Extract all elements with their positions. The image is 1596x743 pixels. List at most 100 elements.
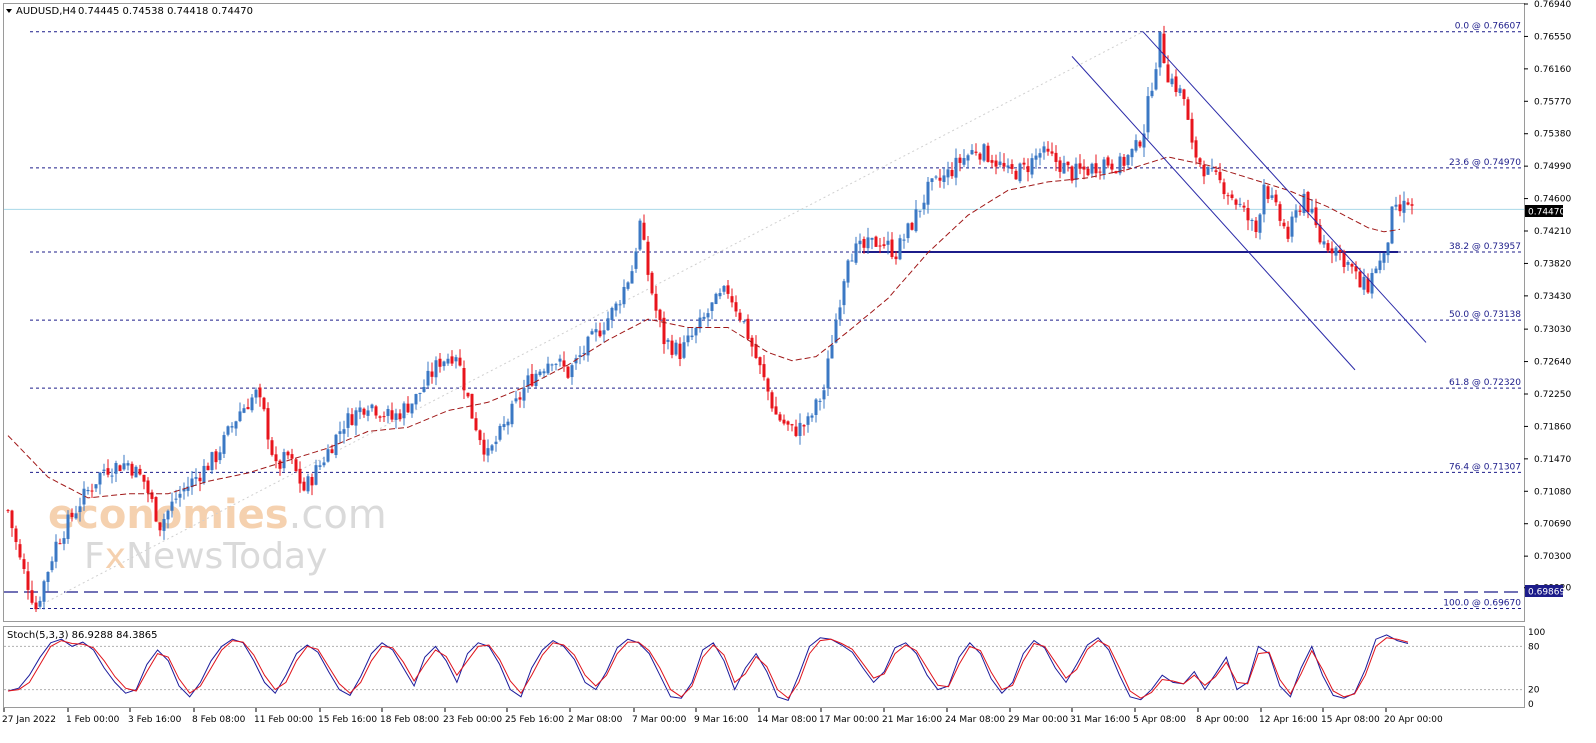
- time-tick-label: 23 Feb 00:00: [443, 715, 502, 725]
- candle-body: [602, 330, 606, 335]
- candle-body: [710, 302, 714, 311]
- candle-body: [506, 421, 510, 426]
- time-tick-label: 1 Feb 00:00: [66, 715, 120, 725]
- candle-body: [1318, 224, 1322, 243]
- candle-body: [754, 344, 758, 359]
- candle-body: [170, 501, 174, 511]
- candle-body: [574, 358, 578, 364]
- candle-body: [314, 465, 318, 485]
- fib-level-label: 50.0 @ 0.73138: [1449, 310, 1521, 320]
- candle-body: [1174, 76, 1178, 93]
- candle-body: [358, 407, 362, 413]
- candle-body: [946, 169, 950, 178]
- candle-body: [178, 493, 182, 498]
- candle-body: [266, 408, 270, 440]
- candle-body: [806, 416, 810, 425]
- candle-body: [618, 304, 622, 306]
- candle-body: [454, 357, 458, 362]
- candle-body: [874, 236, 878, 247]
- candle-body: [1354, 266, 1358, 272]
- candle-body: [1242, 205, 1246, 208]
- candle-body: [1134, 140, 1138, 151]
- candle-body: [310, 477, 314, 486]
- candle-body: [974, 151, 978, 153]
- candle-body: [1098, 171, 1102, 173]
- price-tick-label: 0.71470: [1534, 455, 1571, 465]
- time-tick-label: 12 Apr 16:00: [1259, 715, 1318, 725]
- price-tick-label: 0.74210: [1534, 227, 1571, 237]
- candle-body: [914, 209, 918, 232]
- candle-body: [766, 378, 770, 392]
- time-tick-label: 25 Feb 16:00: [505, 715, 564, 725]
- candle-body: [682, 342, 686, 358]
- candle-body: [758, 357, 762, 366]
- time-tick-label: 15 Apr 08:00: [1321, 715, 1380, 725]
- candle-body: [638, 220, 642, 250]
- candle-body: [182, 488, 186, 492]
- candle-body: [1106, 157, 1110, 166]
- candle-body: [262, 397, 266, 410]
- candle-body: [1326, 243, 1330, 251]
- candle-body: [1270, 195, 1274, 198]
- candle-body: [542, 371, 546, 374]
- price-tick-label: 0.70300: [1534, 552, 1571, 562]
- candle-body: [646, 241, 650, 275]
- candle-body: [1374, 268, 1378, 274]
- candle-body: [730, 296, 734, 303]
- candle-body: [346, 413, 350, 428]
- watermark-economies: economies.com: [48, 492, 387, 538]
- candle-body: [394, 413, 398, 420]
- candle-body: [1238, 203, 1242, 205]
- time-tick-label: 29 Mar 00:00: [1008, 715, 1068, 725]
- candle-body: [662, 317, 666, 345]
- candle-body: [26, 571, 30, 590]
- candle-body: [802, 425, 806, 427]
- candle-body: [718, 293, 722, 297]
- candle-body: [486, 448, 490, 456]
- candle-body: [794, 426, 798, 436]
- candle-body: [1382, 253, 1386, 263]
- candle-body: [1018, 163, 1022, 182]
- fib-level-label: 61.8 @ 0.72320: [1449, 378, 1521, 388]
- candle-body: [546, 363, 550, 374]
- candle-body: [250, 397, 254, 411]
- candle-body: [430, 371, 434, 377]
- candle-body: [174, 498, 178, 500]
- candle-body: [162, 518, 166, 531]
- price-tick-label: 0.73820: [1534, 259, 1571, 269]
- candle-body: [854, 243, 858, 263]
- candle-body: [614, 303, 618, 311]
- candle-body: [726, 285, 730, 294]
- candle-body: [1294, 210, 1298, 218]
- candle-body: [842, 281, 846, 306]
- candle-body: [1314, 207, 1318, 226]
- candle-body: [790, 424, 794, 426]
- candle-body: [354, 410, 358, 426]
- candle-body: [1014, 170, 1018, 180]
- candle-body: [1034, 155, 1038, 160]
- candle-body: [1214, 170, 1218, 172]
- candle-body: [142, 474, 146, 482]
- candle-body: [490, 445, 494, 451]
- collapse-triangle-icon[interactable]: [6, 9, 12, 13]
- candle-body: [210, 452, 214, 471]
- candle-body: [558, 358, 562, 362]
- candle-body: [590, 331, 594, 335]
- candle-body: [498, 425, 502, 440]
- candle-body: [62, 538, 66, 544]
- time-tick-label: 27 Jan 2022: [2, 715, 56, 725]
- candle-body: [798, 422, 802, 437]
- descending-channel[interactable]: [1071, 31, 1427, 371]
- level-price-tag-bg: [1525, 585, 1563, 597]
- candle-body: [202, 465, 206, 483]
- candle-body: [1390, 206, 1394, 244]
- fibonacci-retracement[interactable]: 0.0 @ 0.76607 23.6 @ 0.74970 38.2 @ 0.7395…: [30, 22, 1524, 610]
- candle-body: [986, 145, 990, 162]
- candle-body: [70, 512, 74, 518]
- candle-body: [98, 472, 102, 485]
- candle-body: [610, 307, 614, 320]
- candle-body: [818, 400, 822, 402]
- candle-body: [166, 510, 170, 520]
- candle-body: [670, 340, 674, 355]
- candle-body: [306, 476, 310, 492]
